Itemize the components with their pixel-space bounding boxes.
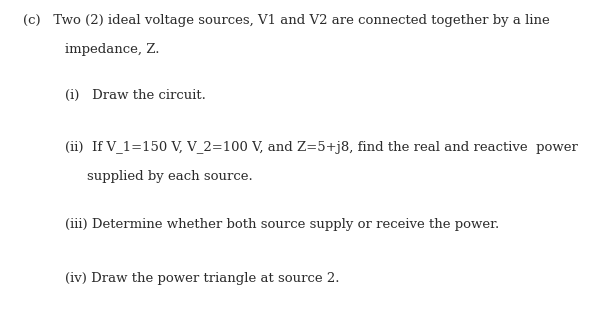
Text: (ii)  If V_1=150 V, V_2=100 V, and Z=5+j8, find the real and reactive  power: (ii) If V_1=150 V, V_2=100 V, and Z=5+j8… [65, 141, 578, 154]
Text: (i)   Draw the circuit.: (i) Draw the circuit. [65, 88, 206, 101]
Text: (iv) Draw the power triangle at source 2.: (iv) Draw the power triangle at source 2… [65, 272, 339, 285]
Text: impedance, Z.: impedance, Z. [65, 43, 160, 56]
Text: supplied by each source.: supplied by each source. [87, 170, 253, 183]
Text: (iii) Determine whether both source supply or receive the power.: (iii) Determine whether both source supp… [65, 218, 499, 231]
Text: (c)   Two (2) ideal voltage sources, V1 and V2 are connected together by a line: (c) Two (2) ideal voltage sources, V1 an… [23, 14, 550, 27]
